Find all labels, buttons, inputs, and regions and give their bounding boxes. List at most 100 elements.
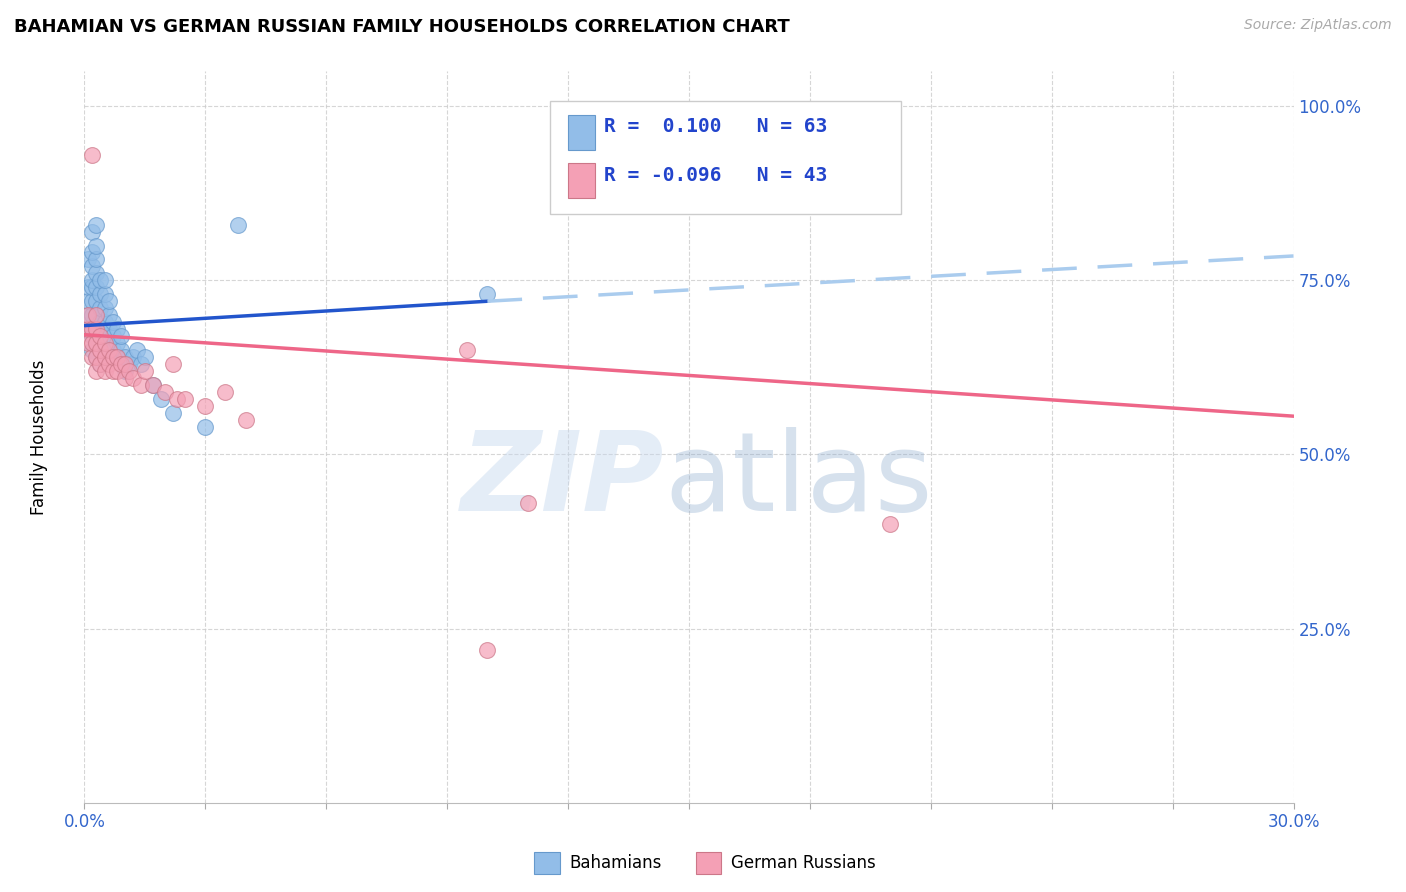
Point: [226, 218, 249, 232]
Point: [477, 287, 499, 301]
Point: [82, 294, 104, 309]
Point: [89, 287, 111, 301]
Point: [82, 260, 104, 274]
Point: [82, 343, 104, 357]
Point: [162, 406, 184, 420]
Point: [114, 357, 136, 371]
Point: [86, 322, 108, 336]
Point: [86, 322, 108, 336]
Text: atlas: atlas: [665, 427, 934, 534]
Point: [114, 364, 136, 378]
Point: [77, 252, 100, 267]
FancyBboxPatch shape: [550, 101, 901, 214]
Point: [89, 329, 111, 343]
Point: [477, 642, 499, 657]
Point: [86, 308, 108, 322]
Point: [101, 315, 124, 329]
Point: [149, 392, 172, 406]
Point: [93, 301, 115, 316]
Point: [82, 336, 104, 351]
Point: [101, 364, 124, 378]
Point: [97, 322, 120, 336]
Point: [194, 419, 217, 434]
Point: [153, 384, 176, 399]
Point: [114, 350, 136, 364]
Point: [77, 308, 100, 322]
Point: [82, 322, 104, 336]
Point: [134, 364, 156, 378]
Point: [879, 517, 901, 532]
Point: [97, 294, 120, 309]
Point: [89, 343, 111, 357]
Point: [166, 392, 188, 406]
Point: [82, 225, 104, 239]
Point: [110, 343, 132, 357]
Text: German Russians: German Russians: [731, 854, 876, 871]
Text: ZIP: ZIP: [461, 427, 665, 534]
Point: [82, 329, 104, 343]
Point: [86, 350, 108, 364]
Point: [93, 364, 115, 378]
Text: BAHAMIAN VS GERMAN RUSSIAN FAMILY HOUSEHOLDS CORRELATION CHART: BAHAMIAN VS GERMAN RUSSIAN FAMILY HOUSEH…: [14, 18, 790, 36]
Point: [82, 245, 104, 260]
Point: [89, 357, 111, 371]
Point: [456, 343, 478, 357]
Point: [77, 322, 100, 336]
Point: [105, 350, 128, 364]
Point: [121, 371, 143, 385]
Point: [86, 336, 108, 351]
Point: [235, 412, 257, 426]
Point: [77, 280, 100, 294]
FancyBboxPatch shape: [568, 114, 595, 150]
Point: [97, 343, 120, 357]
Point: [134, 350, 156, 364]
Point: [114, 371, 136, 385]
Point: [129, 357, 152, 371]
Point: [86, 218, 108, 232]
Point: [142, 377, 165, 392]
Point: [93, 336, 115, 351]
Point: [110, 329, 132, 343]
Point: [214, 384, 236, 399]
Point: [105, 322, 128, 336]
Point: [86, 350, 108, 364]
Point: [162, 357, 184, 371]
Point: [77, 322, 100, 336]
Point: [129, 377, 152, 392]
Point: [118, 364, 141, 378]
Point: [101, 350, 124, 364]
Point: [86, 294, 108, 309]
Point: [142, 377, 165, 392]
Point: [174, 392, 197, 406]
Point: [118, 357, 141, 371]
Point: [97, 308, 120, 322]
Point: [93, 315, 115, 329]
Point: [93, 329, 115, 343]
Point: [89, 273, 111, 287]
Point: [82, 350, 104, 364]
Point: [105, 350, 128, 364]
Point: [93, 350, 115, 364]
Point: [93, 273, 115, 287]
Text: R = -0.096   N = 43: R = -0.096 N = 43: [605, 166, 828, 185]
Point: [86, 252, 108, 267]
Point: [93, 287, 115, 301]
Point: [516, 496, 538, 510]
Point: [86, 280, 108, 294]
Point: [86, 308, 108, 322]
Point: [101, 329, 124, 343]
Y-axis label: Family Households: Family Households: [30, 359, 48, 515]
Point: [82, 273, 104, 287]
Point: [97, 336, 120, 351]
Point: [121, 350, 143, 364]
Point: [110, 357, 132, 371]
Point: [89, 357, 111, 371]
Point: [77, 336, 100, 351]
Point: [82, 148, 104, 162]
Text: R =  0.100   N = 63: R = 0.100 N = 63: [605, 117, 828, 136]
Point: [89, 329, 111, 343]
Point: [82, 280, 104, 294]
Text: Source: ZipAtlas.com: Source: ZipAtlas.com: [1244, 18, 1392, 32]
Point: [89, 315, 111, 329]
FancyBboxPatch shape: [568, 163, 595, 198]
